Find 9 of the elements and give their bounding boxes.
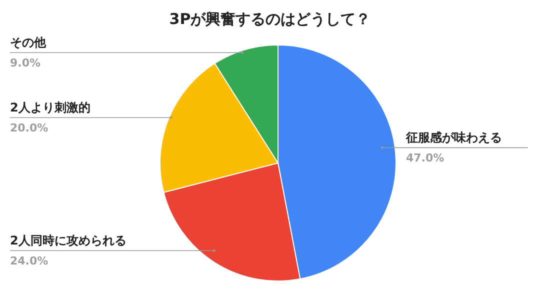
data-label: 20.0% bbox=[10, 122, 48, 135]
data-label: 47.0% bbox=[406, 152, 444, 165]
slice-label: 征服感が味わえる bbox=[405, 130, 502, 145]
slice-label: その他 bbox=[10, 36, 47, 50]
data-label: 9.0% bbox=[10, 56, 41, 70]
slice-label: 2人より刺激的 bbox=[10, 100, 90, 115]
slice-label: 2人同時に攻められる bbox=[10, 234, 126, 248]
chart-title: 3Pが興奮するのはどうして？ bbox=[169, 10, 371, 28]
data-label: 24.0% bbox=[10, 254, 48, 268]
